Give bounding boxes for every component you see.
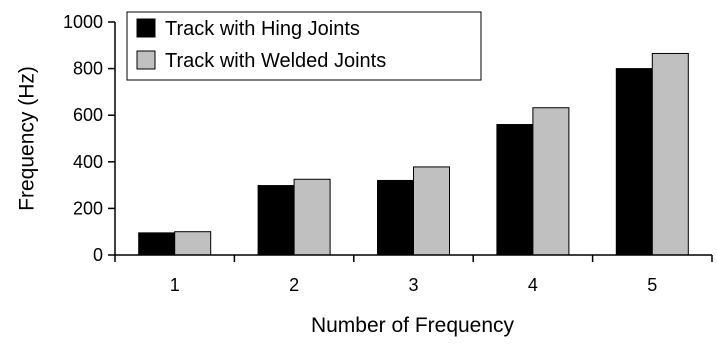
bar-hing-joints-3 xyxy=(377,179,414,256)
bar-hing-joints-2 xyxy=(257,185,295,256)
y-tick-label: 600 xyxy=(73,105,103,125)
legend-label-welded-joints: Track with Welded Joints xyxy=(165,50,386,72)
legend-box xyxy=(126,11,482,81)
x-ticks: 1 2 3 4 5 xyxy=(114,255,713,295)
y-tick-label: 800 xyxy=(73,59,103,79)
bar-welded-joints-2 xyxy=(293,178,331,256)
x-tick-label: 3 xyxy=(408,275,418,295)
bar-welded-joints-4 xyxy=(532,107,570,256)
y-axis-title: Frequency (Hz) xyxy=(16,66,39,211)
y-ticks: 0 200 400 600 800 1000 xyxy=(63,12,115,265)
y-tick-label: 200 xyxy=(73,198,103,218)
legend-swatch-welded-joints xyxy=(136,50,156,70)
legend: Track with Hing Joints Track with Welded… xyxy=(126,11,482,81)
bar-hing-joints-5 xyxy=(615,68,653,256)
x-tick-label: 5 xyxy=(647,275,657,295)
x-tick-label: 1 xyxy=(170,275,180,295)
x-tick-label: 4 xyxy=(528,275,538,295)
bars-layer xyxy=(138,52,689,256)
legend-swatch-hing-joints xyxy=(136,18,156,38)
legend-label-hing-joints: Track with Hing Joints xyxy=(165,18,360,40)
x-axis-title: Number of Frequency xyxy=(311,314,515,337)
y-tick-label: 400 xyxy=(73,152,103,172)
bar-welded-joints-3 xyxy=(413,166,450,256)
bar-hing-joints-4 xyxy=(496,124,534,256)
y-tick-label: 0 xyxy=(93,245,103,265)
y-tick-label: 1000 xyxy=(63,12,103,32)
bar-hing-joints-1 xyxy=(138,232,176,256)
bar-welded-joints-5 xyxy=(651,52,689,256)
x-tick-label: 2 xyxy=(289,275,299,295)
bar-welded-joints-1 xyxy=(174,231,212,256)
